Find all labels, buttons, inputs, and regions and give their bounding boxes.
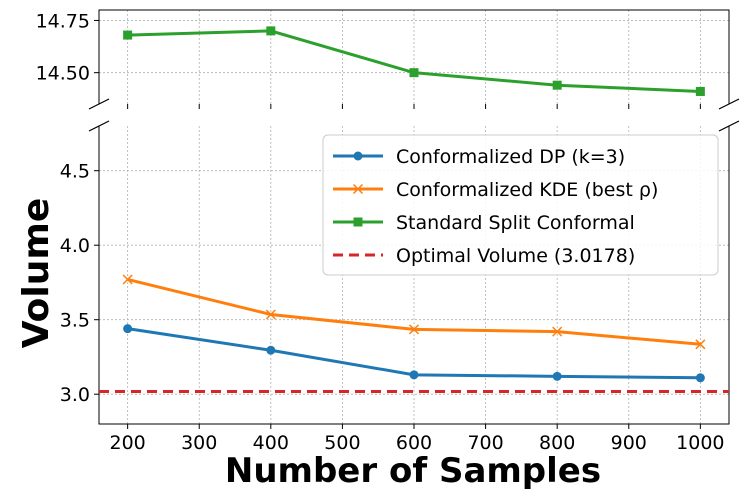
dp-series-point [123,324,133,334]
split-conformal-series-point [409,68,419,78]
dp-series [123,324,705,383]
x-marker-stroke [265,309,276,320]
x-marker-stroke [695,339,706,350]
series-layer [99,26,729,394]
legend-label: Optimal Volume (3.0178) [396,245,635,267]
legend: Conformalized DP (k=3) Conformalized KDE … [322,134,719,276]
split-conformal-series-point [552,80,562,90]
axis-break-mark [88,98,110,110]
legend-item-optimal: Optimal Volume (3.0178) [333,245,635,267]
legend-marker [353,217,363,227]
x-marker-stroke [408,324,420,335]
x-tick-label: 200 [110,432,146,454]
upper-panel-frame [98,9,730,104]
kde-series-point [408,324,420,335]
kde-series-point [695,339,706,350]
x-tick-label: 1000 [676,432,724,454]
kde-series-point [265,309,276,320]
y-tick-label-upper: 14.75 [36,10,90,32]
y-tick-label-lower: 3.0 [60,384,90,406]
legend-item-split: Standard Split Conformal [333,212,635,234]
y-tick-label-lower: 4.5 [60,161,90,183]
x-tick-label: 600 [396,432,432,454]
tick-labels: 200 300 400 500 600 700 800 900 1000 14.50 14.75 3.… [36,10,725,454]
split-conformal-series-point [266,26,276,36]
legend-label: Conformalized KDE (best ρ) [396,179,658,201]
dp-series-point [695,373,705,383]
x-tick-label: 400 [253,432,289,454]
legend-frame [322,134,719,276]
x-marker-stroke [352,183,364,195]
legend-marker [352,183,364,195]
legend-item-kde: Conformalized KDE (best ρ) [333,179,658,201]
x-marker-stroke [122,274,133,285]
y-tick-label-lower: 4.0 [60,235,90,257]
dp-series-point [266,345,276,355]
dp-series-point [552,371,562,381]
x-tick-label: 900 [611,432,647,454]
dp-series-point [409,370,419,380]
kde-series-point [552,326,563,337]
x-tick-label: 800 [539,432,575,454]
x-marker-stroke [552,326,563,337]
y-tick-label-lower: 3.5 [60,310,90,332]
x-axis-title: Number of Samples [225,451,601,491]
x-tick-label: 300 [181,432,217,454]
kde-series-point [122,274,133,285]
split-conformal-series [123,26,705,96]
y-tick-label-upper: 14.50 [36,63,90,85]
legend-label: Standard Split Conformal [396,212,635,234]
legend-items: Conformalized DP (k=3) Conformalized KDE … [333,146,658,267]
x-tick-label: 700 [467,432,503,454]
x-tick-label: 500 [324,432,360,454]
y-axis-title: Volume [16,198,57,349]
legend-label: Conformalized DP (k=3) [396,146,625,168]
axis-break-mark [88,120,110,132]
lower-panel-frame [98,126,730,425]
axes-frame [88,9,740,429]
kde-series [122,274,706,350]
split-conformal-series-point [695,86,705,96]
split-conformal-series-point [123,30,133,40]
axis-break-mark [718,98,740,110]
axis-break-mark [718,120,740,132]
legend-item-dp: Conformalized DP (k=3) [333,146,625,168]
legend-marker [353,151,363,161]
